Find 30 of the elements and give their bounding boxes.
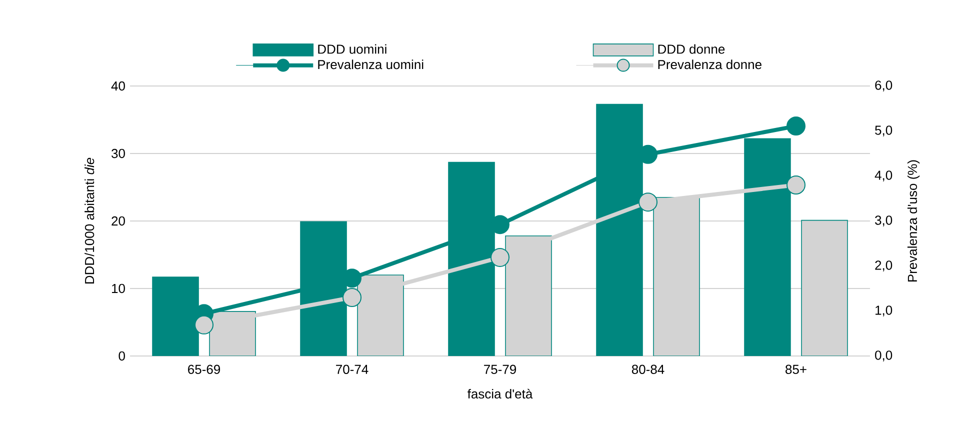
y2-tick-label: 4,0 bbox=[874, 170, 892, 182]
y-tick-label: 40 bbox=[111, 81, 125, 91]
y2-tick-label: 5,0 bbox=[875, 126, 892, 136]
x-tick-label: 75-79 bbox=[484, 364, 516, 374]
legend-label: Prevalenza donne bbox=[658, 60, 762, 70]
point bbox=[786, 175, 806, 194]
y2-tick-label: 3,0 bbox=[875, 216, 892, 226]
point bbox=[194, 315, 214, 334]
y2-tick-label: 2,0 bbox=[875, 260, 892, 272]
legend-label: DDD donne bbox=[658, 44, 725, 54]
point bbox=[342, 288, 362, 307]
point bbox=[490, 248, 510, 267]
y2-tick-label: 1,0 bbox=[876, 306, 892, 316]
x-tick-label: 70-74 bbox=[336, 364, 368, 374]
x-axis-title: fascia d'età bbox=[468, 388, 533, 399]
y2-tick-label: 6,0 bbox=[875, 80, 892, 92]
legend-label: Prevalenza uomini bbox=[318, 60, 424, 70]
x-tick-label: 85+ bbox=[786, 364, 806, 374]
y-tick-label: 10 bbox=[112, 284, 125, 294]
y-tick-label: 20 bbox=[112, 216, 125, 226]
x-tick-label: 65-69 bbox=[188, 364, 220, 374]
x-tick-label: 80-84 bbox=[632, 364, 664, 374]
point bbox=[786, 116, 806, 136]
y-tick-label: 0 bbox=[118, 351, 125, 361]
y2-axis-title: Prevalenza d'uso (%) bbox=[907, 160, 920, 282]
y-axis-title: DDD/1000 abitanti die bbox=[84, 158, 94, 284]
point bbox=[638, 192, 658, 212]
y-tick-label: 30 bbox=[112, 148, 125, 158]
y2-tick-label: 0,0 bbox=[875, 350, 892, 362]
legend-label: DDD uomini bbox=[318, 44, 386, 54]
